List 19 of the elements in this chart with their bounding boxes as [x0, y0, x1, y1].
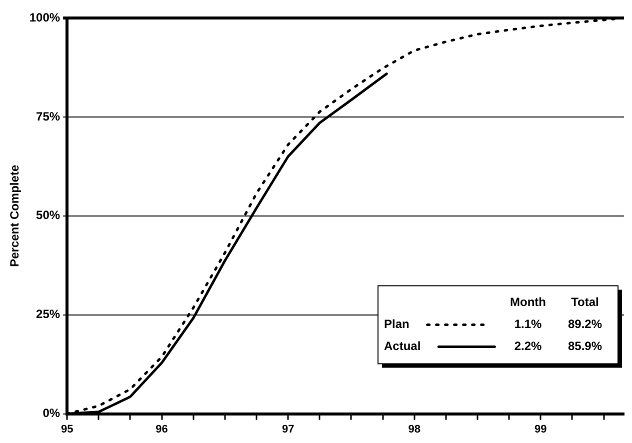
annotation: 1.1%	[514, 317, 542, 332]
legend-label: Actual	[384, 339, 421, 354]
annotation: Total	[571, 295, 599, 310]
y-tick-label: 75%	[36, 109, 60, 124]
legend-label: Plan	[384, 317, 410, 332]
annotation: 89.2%	[568, 317, 602, 332]
annotation: 2.2%	[514, 339, 542, 354]
y-tick-label: 0%	[42, 406, 60, 420]
y-tick-label: 25%	[36, 307, 60, 322]
annotation: Month	[510, 295, 546, 310]
x-tick-label: 96	[156, 423, 168, 436]
x-tick-label: 98	[408, 423, 420, 436]
y-axis-title: Percent Complete	[8, 164, 22, 267]
x-tick-label: 95	[60, 423, 74, 436]
y-tick-label: 100%	[29, 10, 60, 24]
x-tick-label: 99	[534, 423, 547, 436]
x-tick-label: 97	[282, 423, 294, 436]
y-tick-label: 50%	[36, 208, 60, 222]
annotation: 85.9%	[568, 339, 602, 354]
